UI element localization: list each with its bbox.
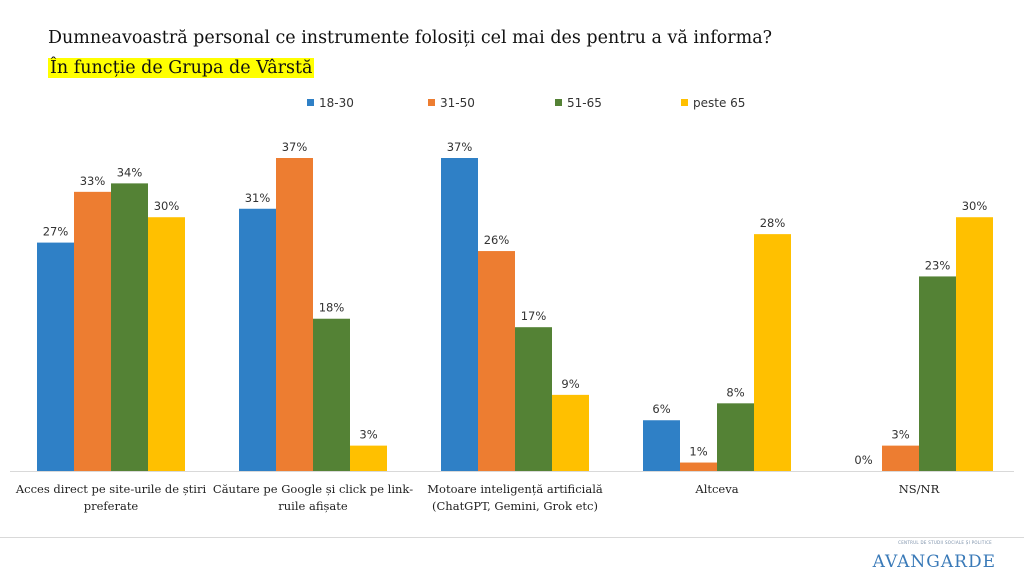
data-label: 3% [891, 428, 909, 442]
bar-5-31-50 [882, 445, 919, 471]
data-label: 18% [319, 301, 345, 315]
bar-3-51-65 [515, 327, 552, 471]
data-label: 3% [359, 428, 377, 442]
category-label-3: (ChatGPT, Gemini, Grok etc) [432, 499, 598, 513]
data-label: 8% [726, 385, 744, 399]
data-label: 30% [962, 199, 988, 213]
bar-2-18-30 [239, 208, 276, 471]
category-label-1: preferate [84, 499, 139, 513]
bar-2-51-65 [313, 318, 350, 471]
data-label: 37% [447, 140, 473, 154]
data-label: 0% [854, 453, 872, 467]
bar-4-31-50 [680, 462, 717, 471]
data-label: 23% [925, 258, 951, 272]
data-label: 17% [521, 309, 547, 323]
bar-2-31-50 [276, 158, 313, 471]
category-labels: Acces direct pe site-urile de știri prefe… [15, 482, 940, 513]
data-label: 27% [43, 225, 69, 239]
bar-4-18-30 [643, 420, 680, 471]
data-label: 31% [245, 191, 271, 205]
legend-swatch-51-65 [555, 99, 562, 106]
bar-1-31-50 [74, 191, 111, 472]
bar-4-peste-65 [754, 234, 791, 471]
category-label-3: Motoare inteligență artificială [427, 482, 603, 496]
bar-3-31-50 [478, 251, 515, 471]
data-label: 33% [80, 174, 106, 188]
bars [37, 158, 993, 472]
bar-4-51-65 [717, 403, 754, 471]
bar-3-peste-65 [552, 394, 589, 471]
data-label: 6% [652, 402, 670, 416]
bar-1-peste-65 [148, 217, 185, 471]
data-label: 28% [760, 216, 786, 230]
data-label: 30% [154, 199, 180, 213]
category-label-2: Căutare pe Google și click pe link- [213, 482, 413, 496]
data-label: 9% [561, 377, 579, 391]
logo-tagline: CENTRUL DE STUDII SOCIALE ȘI POLITICE [898, 540, 992, 545]
bar-2-peste-65 [350, 445, 387, 471]
bar-3-18-30 [441, 158, 478, 471]
legend-label-peste-65: peste 65 [693, 96, 745, 110]
bar-1-18-30 [37, 242, 74, 471]
avangarde-logo: CENTRUL DE STUDII SOCIALE ȘI POLITICE AV… [856, 537, 996, 576]
data-label: 1% [689, 445, 707, 459]
category-label-1: Acces direct pe site-urile de știri [15, 482, 207, 496]
legend-swatch-peste-65 [681, 99, 688, 106]
legend-swatch-18-30 [307, 99, 314, 106]
chart-title: Dumneavoastră personal ce instrumente fo… [48, 28, 773, 48]
bar-1-51-65 [111, 183, 148, 472]
bar-5-51-65 [919, 276, 956, 471]
logo-text: AVANGARDE [872, 552, 996, 572]
footer-divider [0, 537, 1024, 538]
legend: 18-30 31-50 51-65 peste 65 [307, 96, 745, 110]
bar-chart: 18-30 31-50 51-65 peste 65 27% 33% 34% 30% 31% 3… [10, 96, 1014, 513]
chart-subtitle: În funcție de Grupa de Vârstă [48, 58, 315, 78]
category-label-2: ruile afișate [278, 499, 348, 513]
data-labels: 27% 33% 34% 30% 31% 37% 18% 3% 37% 26% 17% 9% 6% 1% 8%… [43, 140, 988, 467]
category-label-4: Altceva [694, 482, 738, 496]
legend-label-51-65: 51-65 [567, 96, 602, 110]
data-label: 37% [282, 140, 308, 154]
data-label: 26% [484, 233, 510, 247]
legend-swatch-31-50 [428, 99, 435, 106]
category-label-5: NS/NR [899, 482, 940, 496]
legend-label-18-30: 18-30 [319, 96, 354, 110]
legend-label-31-50: 31-50 [440, 96, 475, 110]
data-label: 34% [117, 165, 143, 179]
bar-5-peste-65 [956, 217, 993, 471]
